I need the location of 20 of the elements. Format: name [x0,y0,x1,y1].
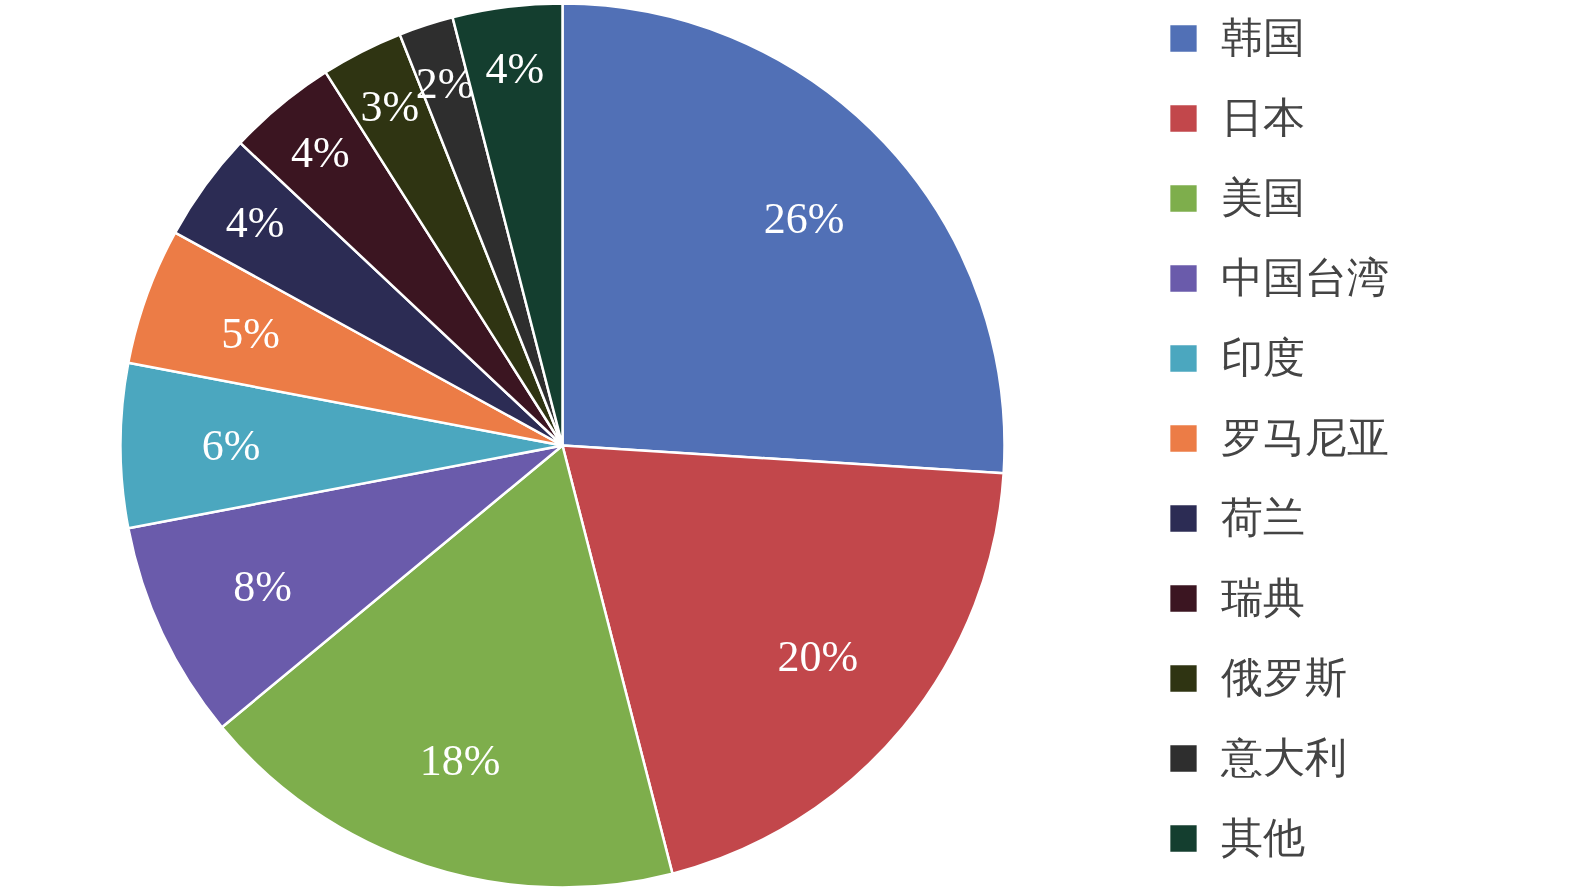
legend-label: 印度 [1221,334,1305,383]
data-label: 5% [221,308,280,358]
legend-label: 罗马尼亚 [1221,414,1389,463]
legend-label: 中国台湾 [1221,254,1389,303]
legend-label: 其他 [1221,814,1305,863]
data-label: 4% [225,197,285,247]
data-label: 6% [201,421,261,470]
data-label: 20% [777,632,859,682]
data-label: 4% [290,128,350,178]
data-label: 26% [763,194,845,244]
legend-label: 韩国 [1221,14,1305,63]
data-label: 4% [485,43,545,93]
data-label: 18% [419,736,501,786]
legend-label: 瑞典 [1221,574,1305,623]
legend-label: 荷兰 [1221,494,1305,543]
legend-label: 美国 [1221,174,1305,223]
data-label: 8% [233,562,292,612]
legend-label: 俄罗斯 [1221,654,1347,703]
legend-label: 日本 [1221,94,1305,143]
legend-label: 意大利 [1221,734,1347,783]
